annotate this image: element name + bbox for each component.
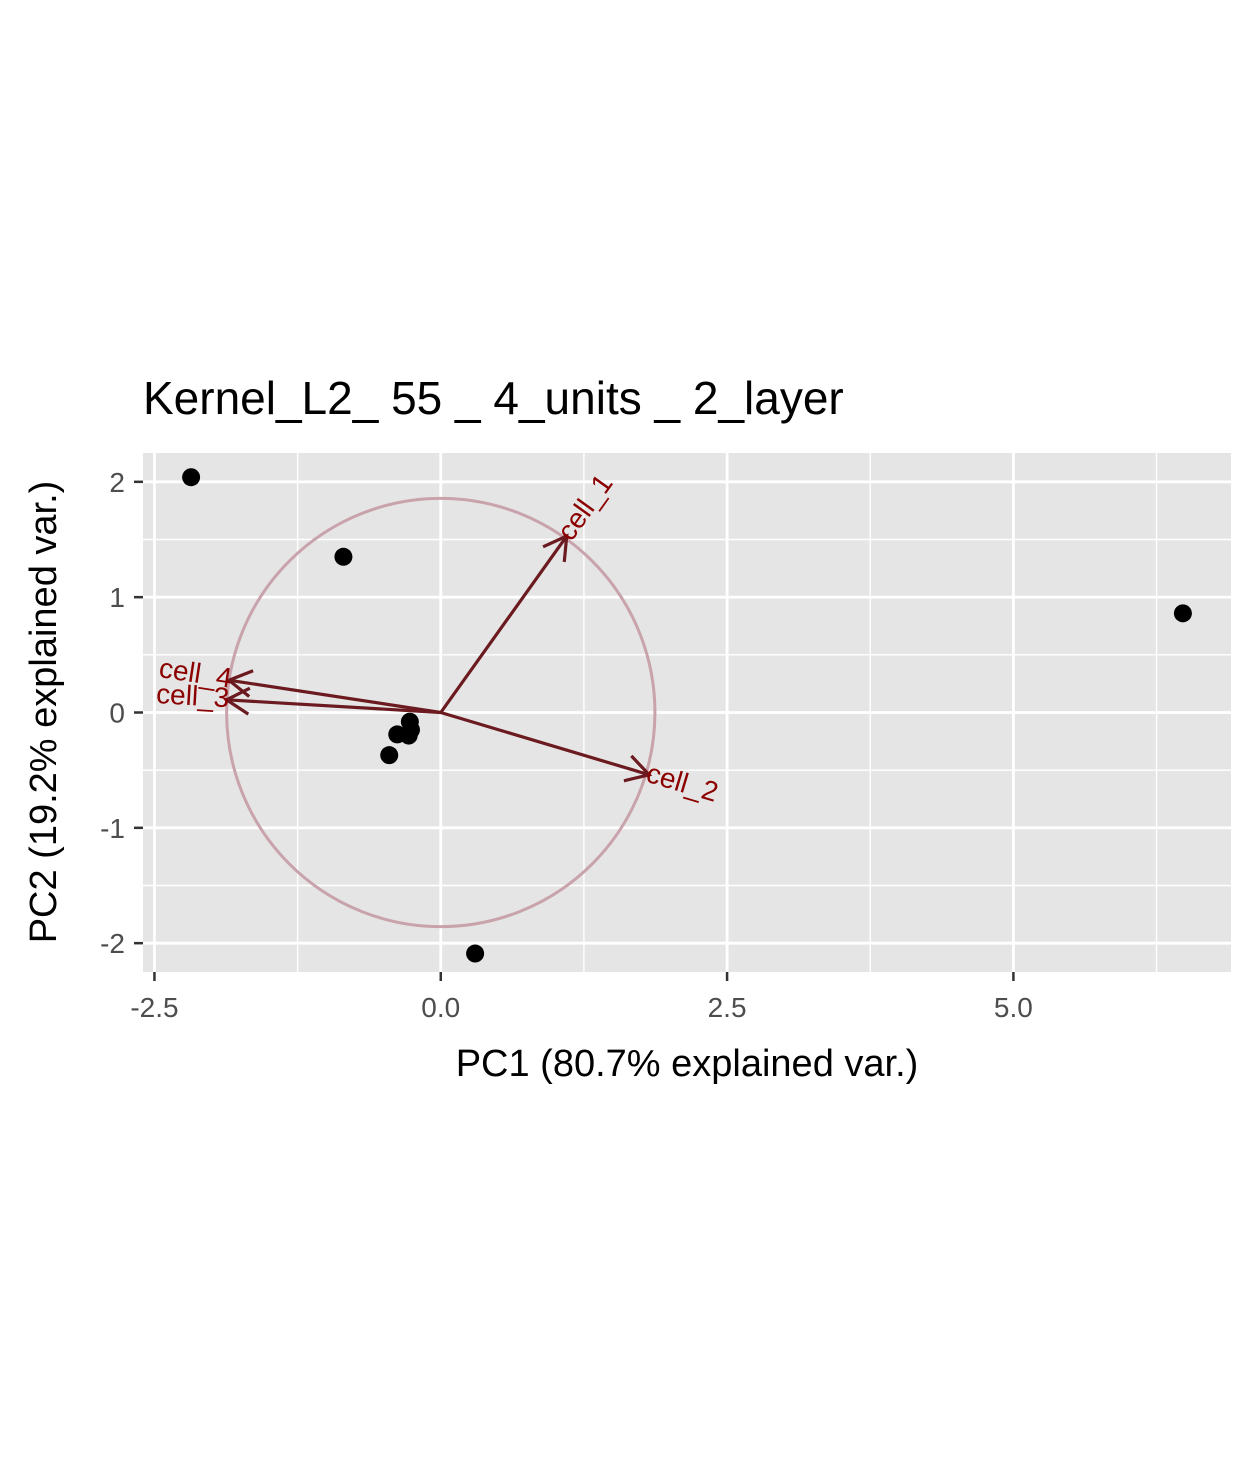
- data-point: [388, 725, 407, 744]
- correlation-circle: [225, 496, 657, 929]
- y-tick-label: 2: [109, 467, 125, 498]
- x-tick-label: 5.0: [994, 992, 1033, 1023]
- x-axis-title: PC1 (80.7% explained var.): [456, 1043, 919, 1085]
- y-tick-label: -1: [100, 813, 125, 844]
- arrow-cell_4: [228, 678, 442, 715]
- y-tick-label: -2: [100, 928, 125, 959]
- y-tick-label: 0: [109, 698, 125, 729]
- data-point: [334, 547, 353, 566]
- arrow-label-cell_3: cell_3: [155, 678, 230, 713]
- x-tick-label: 2.5: [708, 992, 747, 1023]
- x-axis-ticks: -2.5 0.0 2.5 5.0: [130, 972, 1033, 1023]
- data-point: [1173, 604, 1192, 623]
- x-tick-label: -2.5: [130, 992, 178, 1023]
- arrow-cell_1: [439, 535, 569, 714]
- data-points: [182, 468, 1192, 963]
- y-tick-label: 1: [109, 582, 125, 613]
- y-axis-ticks: -2 -1 0 1 2: [100, 467, 143, 959]
- arrowhead-cell_1: [542, 533, 569, 563]
- arrowhead-cell_2: [623, 754, 653, 783]
- y-axis-title: PC2 (19.2% explained var.): [23, 481, 65, 944]
- arrow-cell_3: [226, 698, 441, 715]
- chart-title: Kernel_L2_ 55 _ 4_units _ 2_layer: [143, 372, 844, 424]
- data-point: [380, 746, 399, 765]
- arrow-cell_2: [440, 710, 650, 777]
- variable-arrows: [223, 533, 653, 783]
- data-point: [182, 468, 201, 487]
- arrowhead-cell_4: [225, 669, 254, 698]
- x-tick-label: 0.0: [421, 992, 460, 1023]
- data-point: [466, 944, 485, 963]
